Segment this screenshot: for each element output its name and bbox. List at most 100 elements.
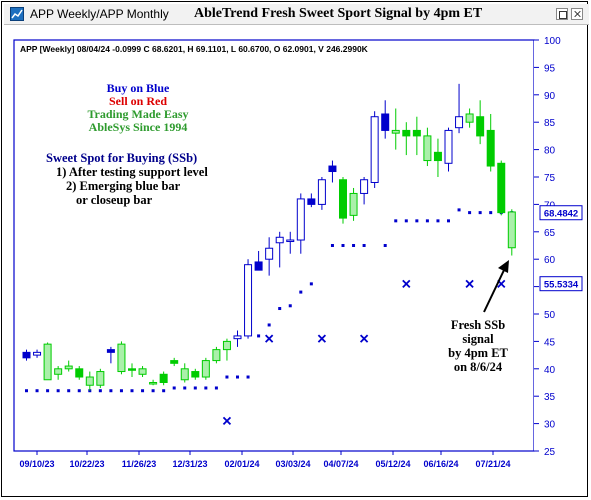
y-tick-label: 90 [544,91,556,102]
x-tick-label: 07/21/24 [475,459,510,469]
candle-body [349,192,358,216]
candle [22,349,31,361]
support-dot [415,219,419,223]
candle-body [96,371,105,386]
title-bar: APP Weekly/APP Monthly AbleTrend Fresh S… [4,4,589,25]
candle-body [444,129,453,164]
candle [317,177,326,210]
y-tick-label: 95 [544,63,556,74]
y-tick-label: 75 [544,173,556,184]
callout-line-4: on 8/6/24 [454,360,503,374]
x-tick-label: 03/03/24 [275,459,310,469]
candle [128,363,136,378]
x-tick-label: 12/31/23 [172,459,207,469]
support-dot [362,244,366,247]
support-dot [309,282,313,286]
candle [54,366,63,380]
resistance-x-stroke [222,416,232,425]
x-tick-label: 02/01/24 [224,459,259,469]
candle [33,349,42,358]
close-button[interactable] [571,8,583,20]
ssb-notes: Sweet Spot for Buying (SSb) 1) After tes… [46,151,208,207]
candle-body [85,376,94,386]
resistance-x-mark [265,334,274,343]
support-dot [25,389,28,393]
candle-body [106,349,115,353]
candle-body [244,264,253,337]
candle [507,209,516,256]
candle [75,366,84,380]
candle [307,193,316,208]
x-tick-label: 04/07/24 [323,459,358,469]
legend-block: Buy on Blue Sell on Red Trading Made Eas… [87,81,188,134]
support-dot [236,375,239,379]
resistance-x-stroke [402,279,411,288]
y-tick-label: 100 [544,36,561,47]
callout-line-2: signal [462,332,494,346]
candle [117,341,126,375]
support-dot [130,389,134,393]
support-dot [478,211,482,215]
candle [339,177,347,224]
price-tag-value: 55.5334 [544,280,579,291]
candle [96,368,105,388]
candle [402,122,411,156]
support-dot [151,389,155,393]
support-dot [225,375,229,379]
support-dot [288,304,292,308]
x-tick-label: 05/12/24 [375,459,410,469]
candle-body [486,129,495,167]
candle-body [43,343,52,381]
candle-body [381,113,390,131]
candle-body [286,239,295,243]
candle [254,250,263,271]
candle [244,259,253,339]
support-dot [214,386,218,390]
candle-body [265,247,274,260]
candle [328,160,337,183]
candle [465,108,474,128]
candle [275,231,284,268]
candle-body [402,129,411,137]
candle-body [201,360,210,378]
resistance-x-stroke [465,279,474,288]
legend-line-easy: Trading Made Easy [87,107,188,121]
candle-body [339,179,347,219]
chart-title: AbleTrend Fresh Sweet Sport Signal by 4p… [194,6,483,21]
candle [433,138,442,177]
resistance-x-stroke [359,334,369,343]
resistance-x-mark [465,279,474,288]
candle-body [455,116,464,129]
y-tick-label: 50 [544,310,556,321]
candle [149,379,158,386]
support-dot [46,389,50,393]
support-dot [394,219,398,223]
callout-arrow-head [498,260,509,273]
callout-arrow-shaft [483,267,506,313]
support-dot [193,386,197,390]
y-tick-label: 60 [544,255,556,266]
candle [423,127,432,167]
candle-body [33,351,42,356]
candle-body [391,129,400,134]
support-dot [436,219,440,223]
candle-body [222,340,231,351]
candle-body [191,371,200,378]
ssb-heading: Sweet Spot for Buying (SSb) [46,151,197,165]
legend-line-since: AbleSys Since 1994 [89,120,188,134]
candle-body [307,198,316,205]
app-chart-icon [10,7,24,21]
maximize-button[interactable] [556,8,568,20]
y-axis-panel [534,40,580,451]
candle-body [412,129,421,137]
candle [476,100,485,145]
candle [444,127,453,172]
support-dot [98,389,102,393]
last-price-tag: 68.4842 [539,205,583,221]
price-tag-box [539,205,583,221]
candle [64,360,73,372]
support-dot [404,219,408,223]
y-tick-label: 30 [544,420,556,431]
support-dots [25,208,514,393]
